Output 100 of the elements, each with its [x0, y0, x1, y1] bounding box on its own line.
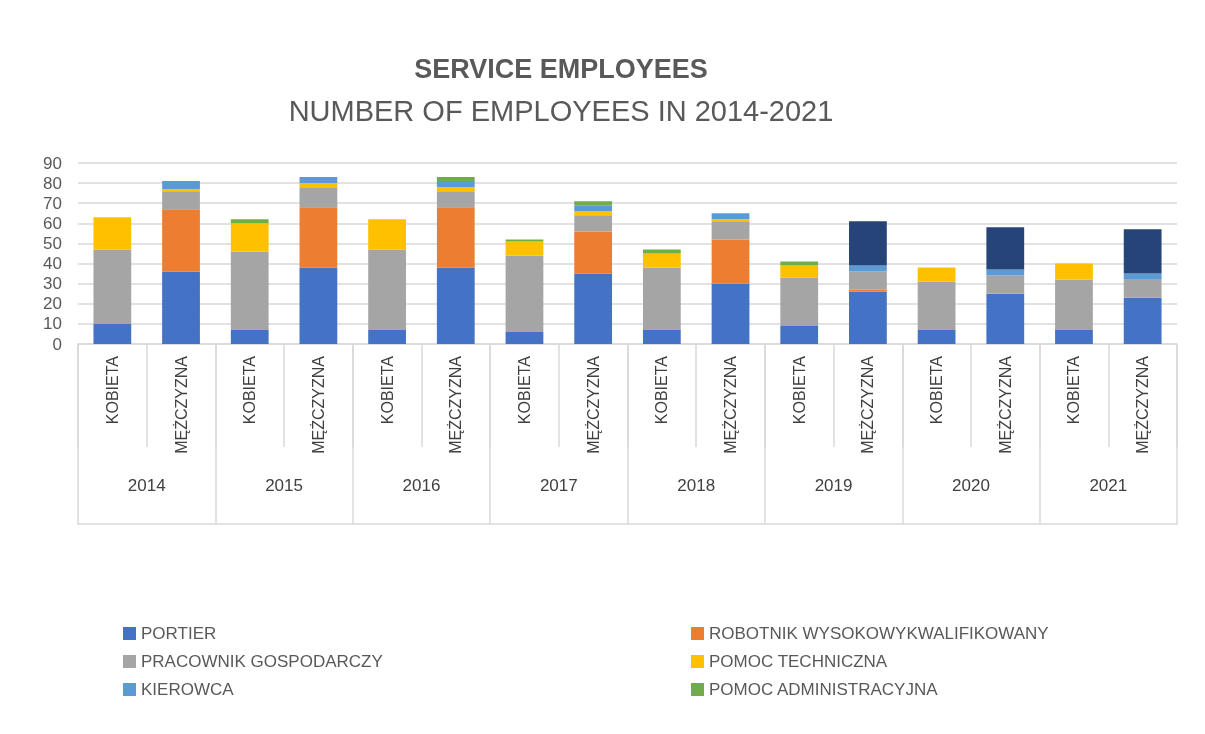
- bar: [230, 329, 269, 344]
- bar: [505, 241, 544, 256]
- legend-label: ROBOTNIK WYSOKOWYKWALIFIKOWANY: [709, 624, 1049, 643]
- bar: [93, 249, 132, 324]
- bar: [1123, 297, 1162, 344]
- bar: [917, 267, 956, 282]
- bar: [642, 253, 681, 268]
- bar: [1055, 279, 1093, 330]
- bar: [162, 209, 200, 272]
- text: 2017: [539, 476, 578, 495]
- bar: [780, 325, 819, 344]
- bar: [505, 331, 544, 344]
- x-tick-label: KOBIETA: [653, 355, 671, 425]
- bar: [230, 251, 269, 330]
- y-tick-label: 40: [43, 254, 62, 274]
- bar: [162, 191, 200, 210]
- bar: [849, 265, 887, 272]
- legend-label: POMOC ADMINISTRACYJNA: [709, 680, 939, 699]
- bar: [1055, 329, 1093, 344]
- y-tick-label: 70: [43, 193, 62, 213]
- bar: [162, 271, 200, 344]
- bar: [849, 289, 887, 292]
- bar: [436, 267, 475, 344]
- bar: [299, 267, 338, 344]
- bar: [368, 249, 406, 330]
- bar: [986, 275, 1025, 294]
- bar: [574, 201, 613, 206]
- bar: [780, 265, 819, 278]
- text: 2014: [127, 476, 166, 495]
- x-tick-label: MĘŻCZYZNA: [858, 355, 877, 454]
- bar: [986, 269, 1025, 276]
- bar: [917, 281, 956, 330]
- bar: [574, 215, 613, 232]
- bar: [574, 205, 613, 212]
- x-tick-label: KOBIETA: [515, 355, 533, 425]
- text: 2021: [1089, 476, 1128, 495]
- bar: [299, 177, 338, 184]
- x-tick-label: KOBIETA: [928, 355, 946, 425]
- bar: [986, 293, 1025, 344]
- bar: [574, 231, 613, 274]
- text: 2018: [677, 476, 716, 495]
- text: 2020: [952, 476, 990, 495]
- bar: [849, 271, 887, 290]
- bar: [230, 219, 269, 224]
- y-tick-label: 30: [43, 274, 62, 294]
- x-tick-label: MĘŻCZYZNA: [1133, 355, 1152, 454]
- y-tick-label: 90: [43, 153, 62, 173]
- bar: [505, 239, 544, 242]
- bar: [299, 183, 338, 188]
- bar: [436, 207, 475, 268]
- bar: [505, 255, 544, 332]
- bar: [711, 213, 750, 220]
- bar: [436, 181, 475, 188]
- bar: [642, 267, 681, 330]
- bar: [642, 329, 681, 344]
- bar: [849, 291, 887, 344]
- x-tick-label: MĘŻCZYZNA: [583, 355, 602, 454]
- bar: [780, 261, 819, 266]
- y-tick-label: 60: [43, 213, 62, 233]
- y-tick-label: 20: [43, 294, 62, 314]
- bar: [368, 219, 406, 250]
- x-tick-label: MĘŻCZYZNA: [171, 355, 190, 454]
- bar: [711, 283, 750, 344]
- bar: [1123, 273, 1162, 280]
- bar: [1123, 279, 1162, 298]
- bar: [780, 277, 819, 326]
- bar: [93, 323, 132, 344]
- bar: [230, 223, 269, 252]
- bar: [1055, 263, 1093, 280]
- bar: [162, 181, 200, 190]
- bar: [711, 221, 750, 240]
- text: 2019: [814, 476, 853, 495]
- x-tick-label: KOBIETA: [1065, 355, 1083, 425]
- legend-label: PORTIER: [141, 624, 217, 643]
- bar: [711, 219, 750, 222]
- text: 2016: [402, 476, 441, 495]
- bar: [436, 177, 475, 182]
- y-tick-label: 10: [43, 314, 62, 334]
- bar: [93, 217, 132, 250]
- x-tick-label: KOBIETA: [790, 355, 808, 425]
- y-tick-label: 50: [43, 233, 62, 253]
- bar: [299, 207, 338, 268]
- bar: [368, 329, 406, 344]
- bar: [436, 191, 475, 208]
- bar: [299, 187, 338, 208]
- x-tick-label: KOBIETA: [241, 355, 259, 425]
- legend-label: KIEROWCA: [141, 680, 235, 699]
- bar: [917, 329, 956, 344]
- bar: [986, 227, 1025, 270]
- text: 2015: [265, 476, 303, 495]
- chart-subtitle: NUMBER OF EMPLOYEES IN 2014-2021: [288, 94, 834, 127]
- bar: [574, 273, 613, 344]
- x-tick-label: MĘŻCZYZNA: [721, 355, 740, 454]
- x-tick-label: KOBIETA: [103, 355, 121, 425]
- bar: [711, 239, 750, 284]
- legend-label: POMOC TECHNICZNA: [709, 652, 888, 671]
- x-tick-label: MĘŻCZYZNA: [308, 355, 327, 454]
- bar: [162, 189, 200, 192]
- bar: [436, 187, 475, 192]
- x-tick-label: MĘŻCZYZNA: [446, 355, 465, 454]
